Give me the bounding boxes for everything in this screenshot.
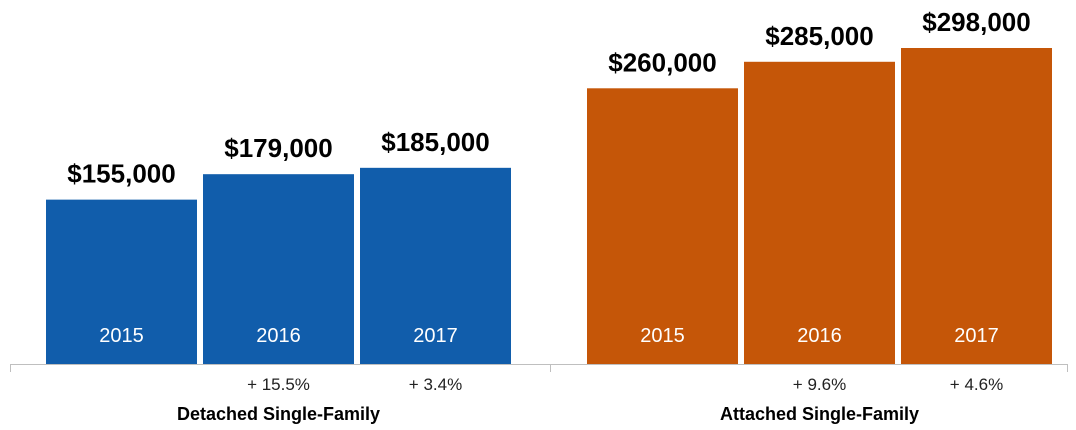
- percent-change-label: + 15.5%: [247, 375, 310, 394]
- bar-value-label: $155,000: [67, 159, 175, 189]
- bar: [360, 167, 511, 364]
- bar-year-label: 2015: [640, 325, 685, 347]
- bar-year-label: 2017: [954, 325, 999, 347]
- bar: [46, 199, 197, 364]
- bar-value-label: $179,000: [224, 133, 332, 163]
- bar-value-label: $298,000: [922, 7, 1030, 37]
- group-label: Detached Single-Family: [177, 404, 380, 424]
- bar: [901, 48, 1052, 364]
- bar-year-label: 2016: [797, 325, 842, 347]
- bar-value-label: $260,000: [608, 47, 716, 77]
- bar: [587, 88, 738, 365]
- percent-change-label: + 9.6%: [793, 375, 846, 394]
- bar-value-label: $285,000: [765, 21, 873, 51]
- bar-year-label: 2017: [413, 325, 458, 347]
- bar-value-label: $185,000: [381, 127, 489, 157]
- bar-year-label: 2015: [99, 325, 144, 347]
- bar-year-label: 2016: [256, 325, 301, 347]
- percent-change-label: + 4.6%: [950, 375, 1003, 394]
- bar: [744, 61, 895, 364]
- percent-change-label: + 3.4%: [409, 375, 462, 394]
- chart-marks: $155,000 2015 $179,000 2016 + 15.5% $185,000 2…: [46, 7, 1052, 424]
- group-label: Attached Single-Family: [720, 404, 919, 424]
- bar: [203, 174, 354, 364]
